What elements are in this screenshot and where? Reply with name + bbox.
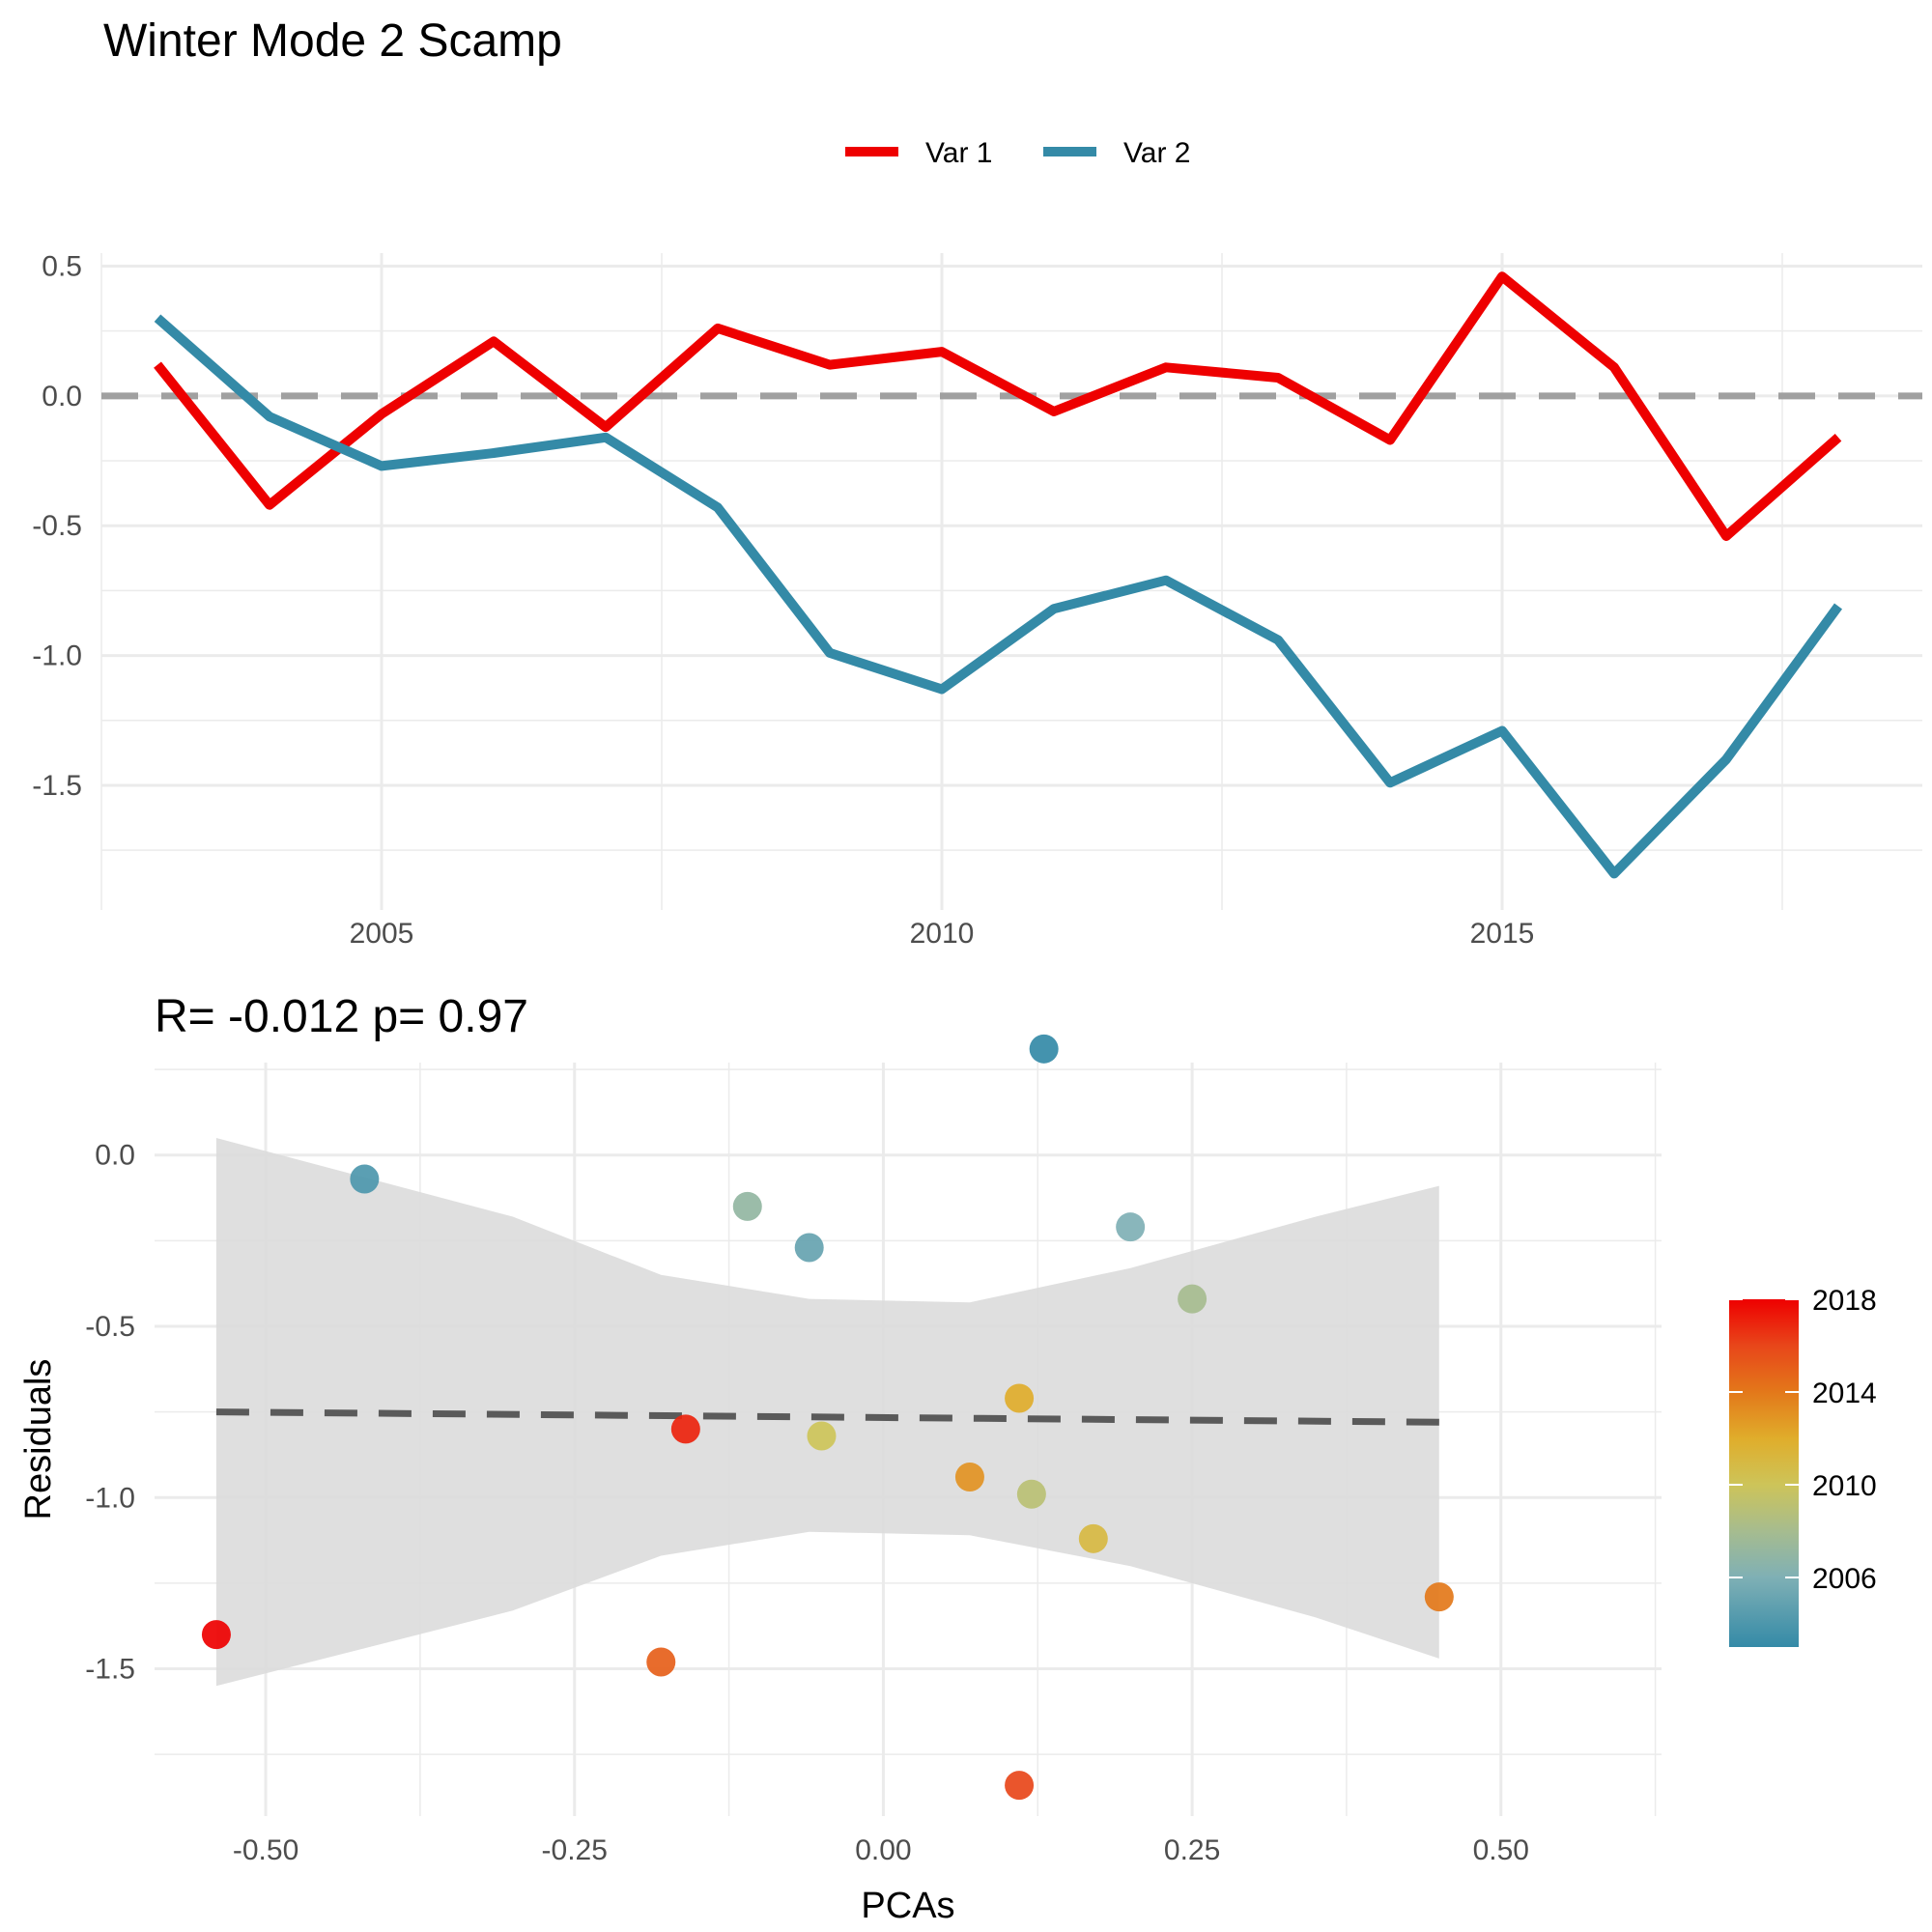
scatter-y-tick-labels: 0.0 -0.5 -1.0 -1.5: [85, 1140, 135, 1686]
scatter-point: [670, 1414, 700, 1444]
scatter-title: R= -0.012 p= 0.97: [155, 991, 528, 1042]
scatter-point: [807, 1421, 837, 1451]
scatter-point: [350, 1164, 380, 1194]
colorbar-label: 2010: [1812, 1470, 1877, 1502]
colorbar-gradient: [1729, 1299, 1799, 1647]
y-tick-label: 0.5: [42, 250, 82, 282]
scatter-point: [794, 1233, 824, 1263]
figure-title: Winter Mode 2 Scamp: [103, 15, 562, 67]
legend-label-2: Var 2: [1123, 137, 1190, 169]
scatter-panel: R= -0.012 p= 0.97 0.0-0.5-1.0-1.5 -0.50-…: [18, 991, 1877, 1926]
scatter-point: [1078, 1523, 1108, 1553]
y-tick-label: -1.5: [32, 770, 82, 802]
y-tick-label: -1.0: [32, 640, 82, 672]
scatter-point: [732, 1191, 762, 1221]
scatter-x-tick-labels: -0.50 -0.25 0.00 0.25 0.50: [233, 1834, 1529, 1866]
series-line-1: [154, 271, 1842, 541]
fit-line-group: [215, 1408, 1439, 1426]
x-tick-label: -0.25: [542, 1834, 608, 1866]
scatter-point: [1029, 1034, 1059, 1064]
colorbar-label: 2018: [1812, 1285, 1877, 1317]
year-colorbar: 2018 2014 2010 2006: [1729, 1285, 1877, 1647]
confidence-band-group: [215, 1138, 1439, 1687]
scatter-point: [1005, 1383, 1035, 1413]
line-panel: 0.50.0-0.5-1.0-1.5 2005 2010 2015 Var 1 Var…: [32, 137, 1922, 950]
y-tick-label: -0.5: [85, 1311, 135, 1343]
y-tick-label: -0.5: [32, 510, 82, 542]
scatter-point: [201, 1620, 231, 1650]
scatter-y-axis-title: Residuals: [18, 1359, 59, 1520]
line-panel-grid: [100, 253, 1922, 910]
series-line-2: [154, 314, 1843, 879]
scatter-point: [1116, 1212, 1146, 1242]
confidence-band: [215, 1138, 1439, 1687]
colorbar-label: 2006: [1812, 1563, 1877, 1595]
x-tick-label: 0.00: [855, 1834, 911, 1866]
line-x-tick-labels: 2005 2010 2015: [350, 918, 1535, 950]
line-legend: Var 1 Var 2: [845, 137, 1190, 169]
x-tick-label: 2015: [1470, 918, 1535, 950]
y-tick-label: -1.0: [85, 1482, 135, 1514]
fit-line: [215, 1408, 1439, 1426]
scatter-point: [1424, 1582, 1454, 1612]
y-tick-label: 0.0: [95, 1140, 135, 1172]
line-y-tick-labels: 0.5 0.0 -0.5 -1.0 -1.5: [32, 250, 82, 802]
colorbar-label: 2014: [1812, 1378, 1877, 1409]
line-series-group: [154, 271, 1843, 879]
x-tick-label: -0.50: [233, 1834, 298, 1866]
scatter-point: [954, 1463, 984, 1492]
x-tick-label: 2010: [910, 918, 975, 950]
scatter-point: [1005, 1771, 1035, 1801]
x-tick-label: 0.50: [1473, 1834, 1529, 1866]
x-tick-label: 2005: [350, 918, 414, 950]
scatter-point: [1178, 1284, 1208, 1314]
y-tick-label: -1.5: [85, 1654, 135, 1686]
y-tick-label: 0.0: [42, 381, 82, 412]
legend-label-1: Var 1: [925, 137, 992, 169]
scatter-points-group: [201, 1034, 1454, 1801]
x-tick-label: 0.25: [1164, 1834, 1220, 1866]
scatter-x-axis-title: PCAs: [861, 1886, 954, 1926]
scatter-point: [646, 1647, 676, 1677]
scatter-point: [1016, 1479, 1046, 1509]
